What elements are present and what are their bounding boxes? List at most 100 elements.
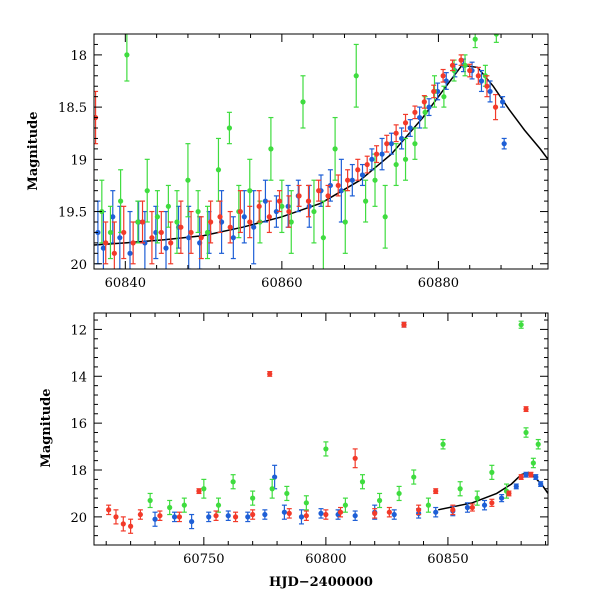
top-panel-model-curve	[94, 64, 548, 246]
bottom-panel-series-2	[147, 320, 541, 516]
top-panel-data-point	[342, 219, 348, 225]
top-panel-x-tick-label: 60880	[418, 276, 459, 291]
top-panel-data-point	[359, 172, 366, 178]
top-panel-data-point	[412, 109, 418, 115]
top-panel-x-tick-label: 60860	[261, 276, 302, 291]
top-panel-y-tick-label: 19	[70, 153, 87, 168]
bottom-panel-data-point	[450, 507, 456, 513]
top-panel-data-point	[379, 151, 385, 157]
bottom-panel: 60750 60800 60850 12 14 16 18 20 Magnitude HJD−…	[39, 312, 549, 590]
top-panel-data-point	[144, 188, 150, 194]
bottom-panel-frame	[93, 312, 549, 546]
top-panel-data-point	[402, 156, 409, 162]
top-panel-data-point	[111, 250, 117, 256]
top-panel-data-point	[382, 214, 388, 220]
bottom-panel-data-point	[286, 510, 292, 516]
bottom-panel-data-point	[391, 511, 397, 518]
top-panel-data-point	[467, 67, 473, 74]
top-panel-data-point	[478, 78, 485, 84]
top-panel-data-point	[364, 161, 370, 168]
top-panel-data-point	[458, 57, 464, 63]
top-panel-y-tick-label: 19.5	[58, 206, 87, 221]
bottom-panel-data-point	[411, 474, 417, 480]
bottom-panel-data-point	[113, 514, 119, 520]
bottom-panel-data-point	[303, 513, 309, 519]
top-panel-data-point	[117, 235, 123, 241]
top-panel-data-point	[266, 214, 272, 220]
top-panel-data-point	[369, 156, 375, 162]
bottom-panel-data-point	[171, 514, 178, 520]
top-panel-data-point	[407, 125, 413, 131]
top-panel-data-point	[158, 229, 164, 236]
top-panel-x-tick-label: 60840	[105, 276, 146, 291]
bottom-panel-data-point	[215, 502, 222, 508]
top-panel-data-point	[417, 114, 423, 121]
top-panel-marks	[94, 34, 548, 269]
top-panel-data-point	[110, 214, 116, 220]
bottom-panel-data-point	[518, 322, 524, 328]
bottom-panel-data-point	[147, 497, 153, 504]
bottom-panel-data-point	[323, 446, 329, 452]
top-panel-data-point	[492, 104, 499, 110]
bottom-panel-data-point	[157, 513, 163, 519]
bottom-panel-marks	[106, 320, 548, 534]
top-panel-data-point	[402, 120, 409, 126]
top-panel-data-point	[335, 182, 341, 189]
top-panel-data-point	[493, 34, 499, 37]
top-panel-data-point	[311, 208, 317, 215]
bottom-panel-data-point	[181, 502, 187, 508]
bottom-panel-data-point	[359, 479, 366, 485]
top-panel-data-point	[286, 208, 292, 215]
bottom-panel-x-tick-label: 60850	[427, 552, 468, 567]
bottom-panel-data-point	[440, 441, 446, 447]
top-panel-data-point	[226, 125, 233, 131]
top-panel-data-point	[276, 198, 283, 204]
bottom-panel-y-tick-label: 16	[70, 417, 87, 432]
bottom-panel-data-point	[230, 479, 236, 485]
top-panel-data-point	[472, 36, 478, 42]
bottom-panel-data-point	[433, 488, 439, 494]
top-panel-data-point	[373, 151, 380, 157]
bottom-panel-data-point	[137, 511, 143, 518]
top-panel-series-3	[94, 54, 499, 269]
top-panel-data-point	[163, 245, 169, 251]
top-panel-data-point	[384, 141, 390, 147]
top-panel-data-point	[256, 203, 262, 209]
bottom-panel-data-point	[272, 474, 278, 480]
top-panel-series-2	[99, 34, 499, 269]
bottom-panel-data-point	[284, 490, 290, 497]
bottom-panel-data-point	[245, 514, 251, 520]
bottom-panel-data-point	[535, 441, 541, 447]
top-panel-data-point	[149, 235, 155, 241]
top-panel-data-point	[426, 104, 432, 110]
top-panel-data-point	[399, 135, 405, 142]
top-panel-data-point	[325, 193, 331, 199]
bottom-panel-data-point	[457, 486, 463, 492]
bottom-panel-data-point	[352, 513, 358, 519]
top-panel-data-point	[355, 167, 361, 173]
top-panel-data-point	[332, 146, 338, 152]
top-panel-data-point	[393, 130, 399, 136]
top-panel-data-point	[227, 224, 233, 230]
bottom-panel-data-point	[128, 523, 134, 529]
bottom-panel-data-point	[528, 472, 534, 478]
bottom-panel-data-point	[506, 490, 512, 497]
top-panel-data-point	[130, 240, 136, 246]
bottom-panel-data-point	[167, 504, 173, 511]
top-panel: 60840 60860 60880 18 18.5 19 19.5 20 Magnitude	[26, 33, 549, 291]
top-panel-data-point	[124, 52, 130, 58]
top-panel-y-tick-label: 18.5	[58, 101, 87, 116]
top-panel-data-point	[165, 203, 171, 209]
bottom-panel-data-point	[352, 455, 358, 461]
bottom-panel-data-point	[189, 518, 195, 525]
bottom-panel-data-point	[433, 509, 439, 515]
top-panel-data-point	[230, 235, 236, 241]
top-panel-data-point	[188, 229, 194, 236]
bottom-panel-data-point	[106, 507, 112, 513]
bottom-panel-data-point	[206, 514, 212, 520]
top-panel-data-point	[305, 198, 312, 204]
top-panel-data-point	[185, 177, 191, 183]
top-panel-data-point	[345, 177, 351, 183]
top-panel-data-point	[103, 240, 109, 246]
